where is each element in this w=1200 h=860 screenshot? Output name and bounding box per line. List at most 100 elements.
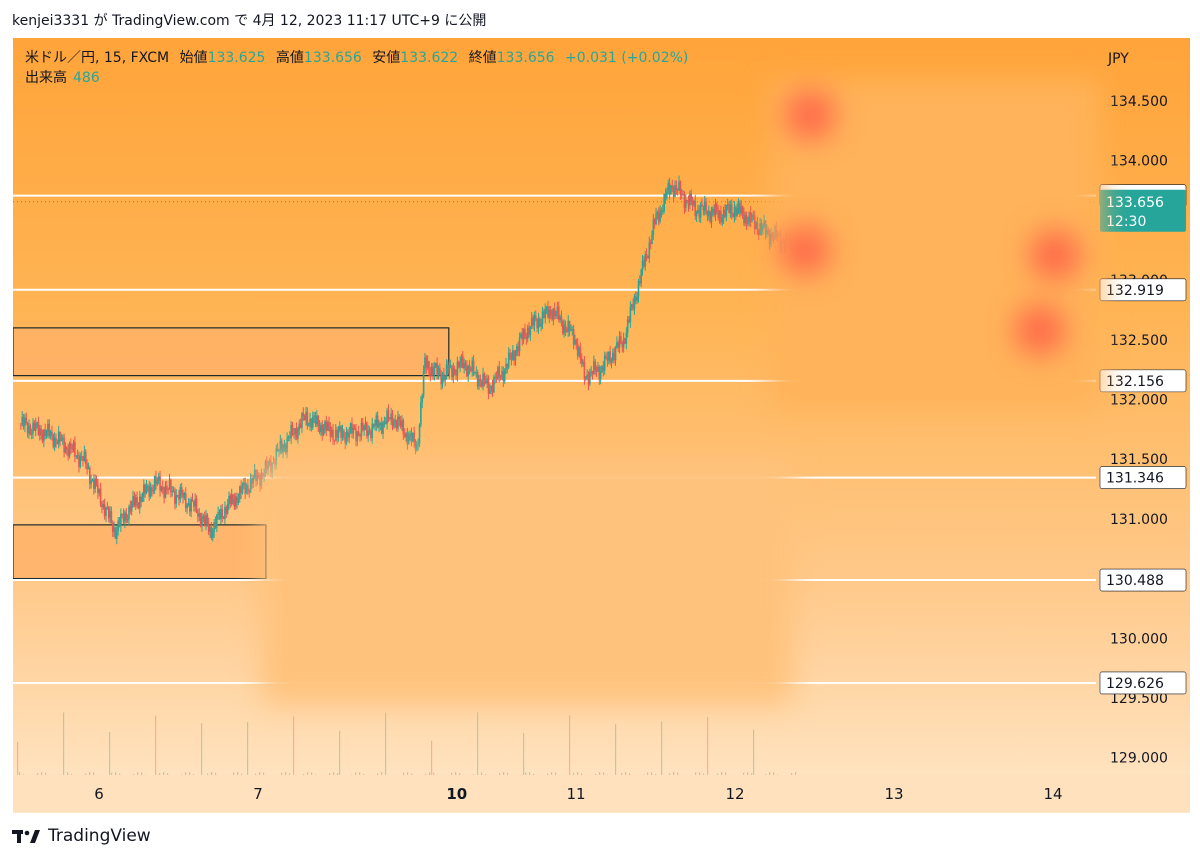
candle-body (630, 304, 633, 307)
candle-body (99, 488, 102, 505)
candle-body (222, 517, 225, 519)
legend-open: 133.625 (207, 50, 266, 66)
footer-brand[interactable]: TradingView (12, 824, 151, 848)
candle-body (736, 208, 738, 216)
candle-body (763, 220, 765, 227)
candle-body (328, 421, 330, 427)
candle-body (576, 343, 579, 356)
candle-body (220, 509, 222, 520)
candle-body (582, 361, 584, 364)
candle-body (725, 204, 728, 217)
candle-body (728, 204, 730, 213)
candle-body (679, 181, 682, 195)
candle-body (757, 229, 760, 235)
candle-body (201, 518, 203, 527)
candle-body (109, 511, 111, 518)
candle-body (417, 443, 419, 445)
candle-body (374, 425, 376, 427)
candle-body (102, 504, 105, 508)
candle-body (120, 513, 122, 527)
candle-body (513, 350, 515, 361)
candle-body (499, 376, 502, 378)
candle-body (33, 422, 36, 431)
candle-body (570, 330, 572, 332)
candle-body (175, 494, 178, 504)
candle-body (57, 431, 60, 444)
candle-body (391, 413, 394, 427)
candle-body (179, 486, 182, 500)
candle-body (475, 372, 478, 374)
candle-body (136, 497, 138, 503)
redaction-blur-dot-3 (1030, 230, 1080, 280)
candle-body (737, 202, 740, 209)
candle-body (305, 411, 307, 421)
candle-body (648, 242, 651, 259)
time-axis[interactable]: 6 7 10 11 12 13 14 (13, 775, 1190, 812)
candle-body (244, 482, 247, 494)
candle-body (352, 427, 355, 434)
candle-body (639, 280, 641, 284)
legend-symbol: 米ドル／円, 15, FXCM (25, 50, 170, 66)
candle-body (160, 486, 163, 491)
candle-body (498, 366, 501, 377)
candle-body (172, 490, 175, 492)
candle-body (302, 413, 305, 416)
candle-body (229, 495, 232, 505)
candle-body (240, 486, 242, 494)
candle-body (343, 430, 345, 438)
candle-body (709, 211, 711, 223)
price-axis[interactable]: JPY134.500134.000133.000132.500132.00013… (1096, 38, 1190, 813)
candle-body (674, 185, 676, 197)
candle-body (187, 503, 190, 506)
candle-body (237, 498, 240, 503)
legend-high-label: 高値 (275, 50, 304, 66)
legend-close: 133.656 (496, 50, 555, 66)
candle-body (205, 514, 207, 525)
candle-body (583, 361, 586, 379)
candle-body (730, 204, 733, 215)
candle-body (249, 478, 252, 493)
candle-body (368, 430, 371, 432)
candle-body (40, 428, 42, 436)
candle-body (712, 208, 714, 213)
volume-bar (431, 740, 433, 808)
candle-body (132, 495, 134, 502)
level-label: 129.626 (1106, 676, 1164, 692)
candle-body (82, 456, 84, 461)
candle-body (664, 194, 667, 198)
candle-body (567, 320, 570, 332)
candle-body (645, 253, 648, 256)
candle-body (195, 498, 198, 513)
candle-body (279, 440, 282, 450)
candle-body (428, 361, 430, 373)
candle-body (521, 333, 524, 340)
candle-body (766, 229, 768, 234)
candle-body (393, 421, 395, 427)
volume-bar (385, 712, 387, 808)
candle-body (484, 380, 487, 384)
candle-body (32, 422, 34, 434)
candle-body (503, 370, 506, 382)
candle-body (613, 352, 615, 361)
candle-body (386, 410, 388, 424)
volume-bar (63, 712, 65, 808)
candle-body (466, 365, 468, 377)
candle-body (398, 416, 401, 421)
candle-body (659, 209, 661, 222)
candle-body (626, 319, 629, 333)
candle-body (641, 260, 644, 270)
candle-body (241, 484, 244, 494)
candle-body (88, 467, 91, 484)
candle-body (506, 363, 509, 368)
candle-body (36, 422, 38, 424)
candle-body (283, 444, 286, 449)
candle-body (697, 209, 699, 213)
candle-body (122, 514, 125, 523)
candle-body (495, 376, 498, 379)
candle-body (434, 363, 437, 368)
candle-body (137, 502, 140, 509)
candle-body (668, 183, 671, 194)
time-axis-svg: 6 7 10 11 12 13 14 (94, 785, 1062, 803)
candle-body (416, 444, 418, 451)
candle-body (20, 423, 22, 425)
